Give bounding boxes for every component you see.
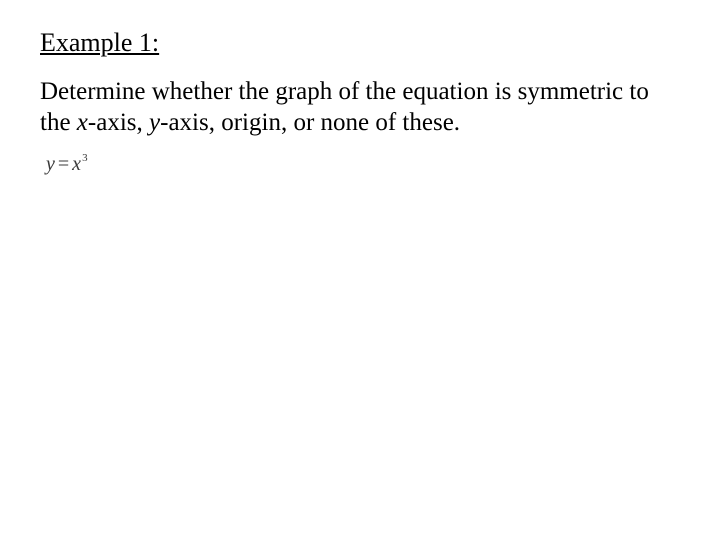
prompt-text-3: -axis, origin, or none of these. <box>160 109 460 136</box>
equation-lhs: y <box>46 153 55 175</box>
slide-content: Example 1: Determine whether the graph o… <box>0 0 720 540</box>
equation-rhs-exponent: 3 <box>82 152 88 164</box>
equation-rhs-base: x <box>72 153 81 175</box>
prompt-text-2: -axis, <box>88 109 149 136</box>
example-heading: Example 1: <box>40 28 680 58</box>
equation: y=x3 <box>40 153 680 176</box>
x-axis-variable: x <box>77 109 88 136</box>
problem-prompt: Determine whether the graph of the equat… <box>40 76 680 139</box>
equals-sign: = <box>55 153 72 175</box>
y-axis-variable: y <box>149 109 160 136</box>
